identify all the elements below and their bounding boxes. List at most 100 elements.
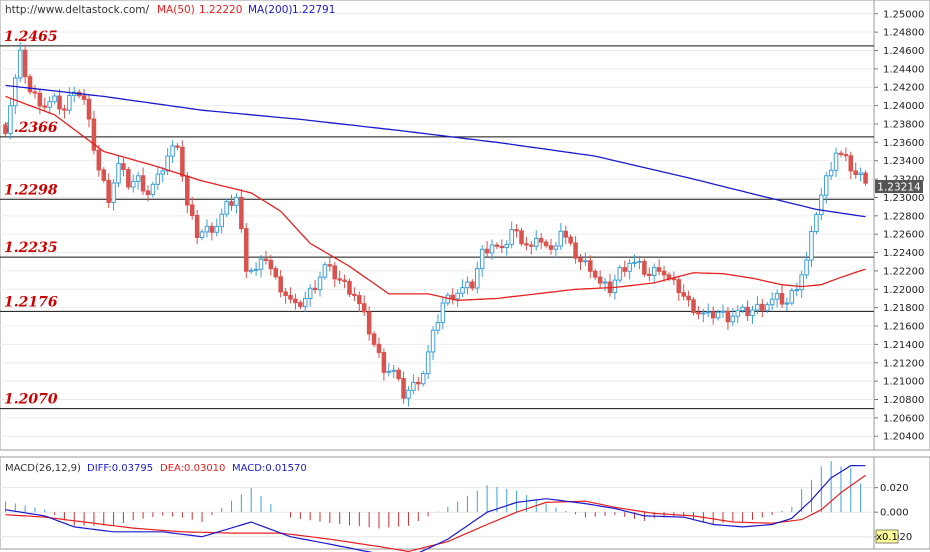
price-tick-label: 1.23600	[883, 138, 924, 149]
price-tick-label: 1.22400	[883, 248, 924, 259]
price-tick-label: 1.24800	[883, 28, 924, 39]
candle-body	[239, 196, 244, 230]
candle-body	[22, 49, 28, 78]
price-axis	[873, 0, 930, 451]
candle-body	[62, 108, 67, 111]
candle-body	[681, 292, 686, 297]
candle-body	[386, 370, 392, 373]
candle-body	[499, 245, 505, 249]
candle-body	[465, 281, 470, 289]
candle-body	[642, 260, 647, 275]
candle-body	[263, 258, 269, 261]
candle-body	[676, 279, 682, 294]
level-label: 1.2298	[4, 182, 58, 198]
price-tick-label: 1.21800	[883, 303, 924, 314]
level-label: 1.2465	[4, 29, 58, 45]
candle-body	[189, 204, 195, 216]
candle-body	[524, 243, 529, 246]
candle-body	[543, 241, 549, 247]
candle-body	[234, 196, 239, 206]
price-tick-label: 1.21600	[883, 322, 924, 333]
candle-body	[27, 76, 33, 93]
candle-body	[91, 118, 97, 151]
candle-body	[411, 381, 416, 391]
macd-tick-label: 0.000	[880, 508, 909, 519]
candle-body	[357, 295, 362, 305]
macd-dea-label: DEA:0.03010	[160, 463, 225, 474]
candle-body	[17, 49, 23, 79]
candle-body	[37, 92, 43, 107]
candle-body	[204, 225, 210, 233]
candle-body	[229, 201, 234, 206]
candle-body	[332, 265, 338, 280]
candle-body	[455, 292, 460, 300]
candle-body	[101, 169, 107, 181]
price-tick-label: 1.24600	[883, 46, 924, 57]
candle-body	[592, 270, 598, 278]
candle-body	[293, 298, 298, 304]
macd-gridlines	[0, 487, 874, 538]
candle-body	[116, 163, 121, 184]
candle-body	[219, 213, 224, 228]
candle-body	[322, 264, 328, 278]
candle-body	[715, 311, 721, 319]
candle-body	[764, 304, 770, 311]
price-tick-label: 1.21000	[883, 377, 924, 388]
candle-body	[784, 302, 790, 305]
candle-body	[647, 273, 652, 277]
candle-body	[52, 95, 57, 103]
ma200-label: MA(200)	[248, 4, 292, 16]
price-tick-label: 1.21200	[883, 358, 924, 369]
candle-body	[686, 295, 691, 301]
macd-histogram	[4, 460, 862, 529]
candle-body	[121, 163, 126, 171]
candle-body	[779, 293, 785, 305]
candle-body	[67, 94, 72, 111]
candle-body	[706, 311, 711, 314]
candle-body	[298, 302, 303, 307]
candle-body	[57, 95, 62, 110]
candle-body	[583, 260, 588, 263]
ma200-value: 1.22791	[292, 4, 335, 16]
candle-body	[401, 377, 406, 399]
candle-body	[558, 230, 564, 247]
candle-body	[745, 306, 750, 317]
candle-body	[307, 287, 313, 299]
candle-body	[253, 268, 259, 271]
candle-body	[833, 152, 839, 171]
candle-body	[175, 145, 180, 148]
candle-body	[32, 91, 38, 94]
price-tick-label: 1.21400	[883, 340, 924, 351]
candle-body	[106, 179, 111, 203]
macd-diff-label: DIFF:0.03795	[87, 463, 153, 474]
candle-body	[548, 245, 554, 250]
candle-body	[268, 259, 274, 270]
candle-body	[150, 183, 156, 196]
candle-body	[819, 194, 824, 216]
candle-body	[312, 287, 318, 291]
candle-body	[170, 145, 175, 157]
candle-body	[140, 175, 146, 192]
candle-body	[81, 95, 87, 100]
price-tick-label: 1.24000	[883, 101, 924, 112]
price-gridlines	[0, 13, 874, 437]
candle-body	[828, 169, 834, 177]
candle-body	[755, 303, 760, 311]
candle-body	[381, 352, 387, 373]
candle-body	[774, 293, 780, 300]
candle-body	[160, 170, 165, 175]
candle-body	[760, 303, 765, 311]
candle-body	[809, 231, 814, 261]
candle-body	[568, 236, 573, 244]
candle-body	[283, 291, 288, 297]
candle-body	[632, 261, 637, 264]
candle-body	[352, 293, 357, 297]
macd-tick-label: 0.020	[880, 483, 909, 494]
candle-body	[794, 289, 800, 292]
price-tick-label: 1.22600	[883, 230, 924, 241]
candle-body	[863, 172, 868, 184]
price-tick-label: 1.20600	[883, 413, 924, 424]
ma50-line	[5, 95, 866, 301]
candle-body	[858, 172, 863, 175]
candle-body	[96, 149, 102, 171]
